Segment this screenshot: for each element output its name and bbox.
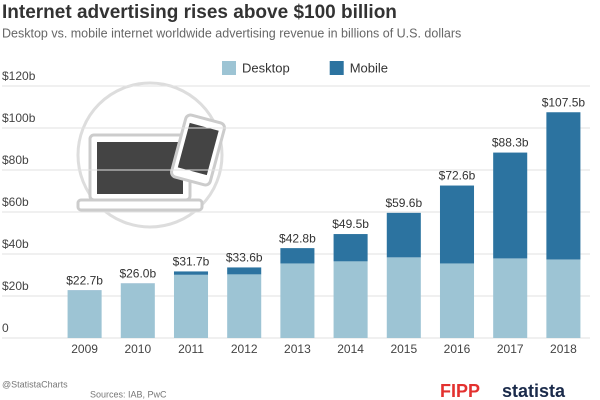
- bar-segment: [493, 258, 528, 338]
- bar-segment: [280, 248, 315, 264]
- y-tick-label: $100b: [2, 111, 36, 125]
- total-label: $22.7b: [66, 274, 103, 288]
- bar-segment: [120, 283, 155, 338]
- legend-label: Mobile: [350, 60, 388, 75]
- source: Sources: IAB, PwC: [90, 389, 167, 399]
- total-label: $31.7b: [173, 255, 210, 269]
- y-tick-label: 0: [2, 321, 9, 335]
- x-tick-label: 2012: [231, 342, 258, 356]
- bar-segment: [493, 152, 528, 259]
- total-label: $49.5b: [332, 217, 369, 231]
- x-tick-label: 2015: [390, 342, 417, 356]
- y-tick-label: $60b: [2, 195, 29, 209]
- bar-segment: [333, 261, 368, 338]
- bar-segment: [386, 212, 421, 258]
- logo: statista: [502, 381, 566, 400]
- bar-segment: [333, 234, 368, 262]
- credit: @StatistaCharts: [2, 379, 68, 389]
- legend-label: Desktop: [242, 60, 290, 75]
- bar-segment: [227, 274, 262, 338]
- y-tick-label: $20b: [2, 279, 29, 293]
- bar-segment: [280, 263, 315, 338]
- bar-segment: [173, 274, 209, 338]
- total-label: $107.5b: [542, 95, 586, 109]
- chart-subtitle: Desktop vs. mobile internet worldwide ad…: [2, 26, 461, 40]
- y-tick-label: $80b: [2, 153, 29, 167]
- bar-segment: [439, 263, 475, 338]
- legend-swatch: [222, 61, 236, 75]
- total-label: $42.8b: [279, 231, 316, 245]
- total-label: $33.6b: [226, 251, 263, 265]
- logo: FIPP: [440, 381, 480, 400]
- bar-segment: [546, 112, 581, 260]
- device-illustration: [76, 81, 226, 229]
- total-label: $59.6b: [385, 196, 422, 210]
- bar-segment: [386, 257, 421, 338]
- chart-title: Internet advertising rises above $100 bi…: [2, 2, 397, 23]
- x-tick-label: 2017: [497, 342, 524, 356]
- total-label: $72.6b: [439, 169, 476, 183]
- bar-segment: [439, 185, 475, 264]
- y-tick-label: $120b: [2, 69, 36, 83]
- total-label: $26.0b: [119, 267, 156, 281]
- x-tick-label: 2016: [444, 342, 471, 356]
- legend-swatch: [329, 61, 344, 75]
- y-tick-label: $40b: [2, 237, 29, 251]
- x-tick-label: 2014: [337, 342, 364, 356]
- total-label: $88.3b: [492, 136, 529, 150]
- x-tick-label: 2011: [178, 342, 204, 356]
- bar-segment: [227, 267, 262, 275]
- bar-segment: [546, 259, 581, 338]
- bar-segment: [67, 290, 102, 338]
- x-tick-label: 2009: [71, 342, 98, 356]
- x-tick-label: 2013: [284, 342, 311, 356]
- x-tick-label: 2018: [550, 342, 577, 356]
- bar-segment: [173, 271, 209, 275]
- x-tick-label: 2010: [124, 342, 151, 356]
